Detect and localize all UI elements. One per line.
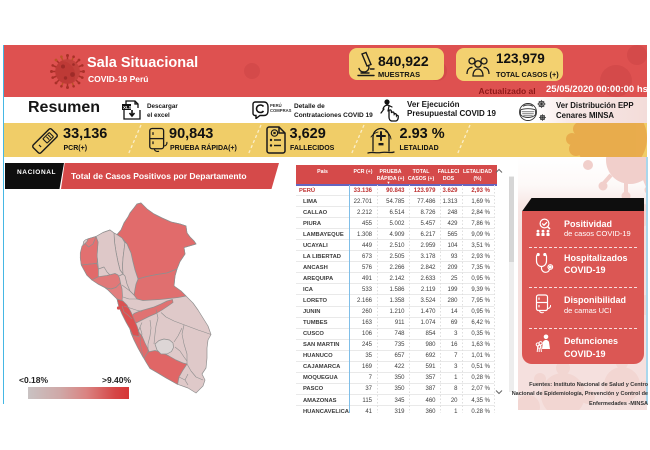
svg-text:XLS: XLS	[123, 105, 132, 110]
